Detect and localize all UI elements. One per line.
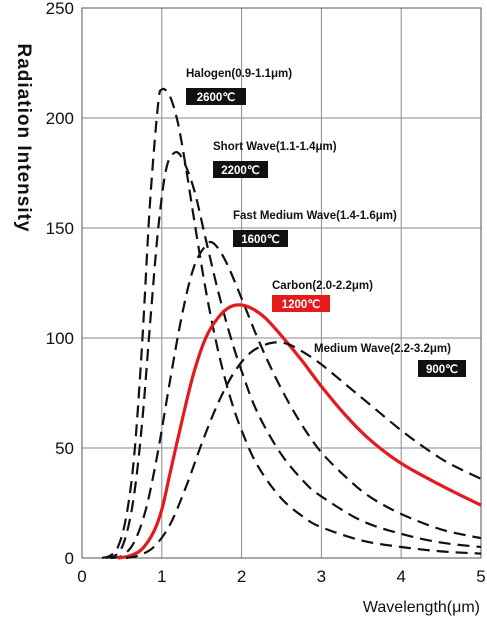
series-label-short: Short Wave(1.1-1.4μm) — [213, 141, 337, 153]
y-tick-label: 150 — [46, 219, 74, 238]
y-tick-label: 100 — [46, 329, 74, 348]
x-tick-label: 0 — [77, 567, 86, 586]
plot-frame — [81, 7, 482, 559]
medium-wave-curve — [125, 341, 482, 560]
series-label-halogen: Halogen(0.9-1.1μm) — [186, 68, 292, 80]
temperature-badge-fast — [233, 230, 288, 247]
x-axis-label: Wavelength(μm) — [363, 599, 480, 616]
y-tick-label: 250 — [46, 0, 74, 18]
series-annotations: Halogen(0.9-1.1μm) 2600℃ Short Wave(1.1-1.… — [186, 68, 466, 377]
temperature-label-short: 2200℃ — [221, 164, 260, 177]
series-label-medium: Medium Wave(2.2-3.2μm) — [314, 343, 451, 355]
series-label-fast: Fast Medium Wave(1.4-1.6μm) — [233, 210, 397, 222]
carbon-curve — [117, 303, 482, 560]
y-tick-label: 50 — [55, 439, 74, 458]
y-tick-label: 0 — [65, 549, 74, 568]
temperature-badge-halogen — [186, 88, 246, 105]
x-tick-label: 5 — [476, 567, 485, 586]
fast-medium-wave-curve — [109, 240, 482, 560]
y-tick-label: 200 — [46, 109, 74, 128]
x-tick-label: 1 — [157, 567, 166, 586]
x-tick-label: 4 — [396, 567, 405, 586]
y-axis-label: Radiation Intensity — [13, 44, 34, 233]
series-lines — [101, 87, 482, 560]
x-tick-label: 2 — [237, 567, 246, 586]
temperature-badge-medium — [418, 360, 466, 377]
x-tick-label: 3 — [317, 567, 326, 586]
temperature-label-medium: 900℃ — [426, 363, 458, 376]
temperature-badge-carbon — [272, 295, 330, 312]
temperature-label-halogen: 2600℃ — [197, 91, 236, 104]
temperature-label-fast: 1600℃ — [241, 233, 280, 246]
temperature-label-carbon: 1200℃ — [282, 298, 321, 311]
series-label-carbon: Carbon(2.0-2.2μm) — [272, 280, 373, 292]
temperature-badge-short — [213, 161, 268, 178]
short-wave-curve — [105, 150, 482, 560]
halogen-curve — [101, 87, 482, 560]
